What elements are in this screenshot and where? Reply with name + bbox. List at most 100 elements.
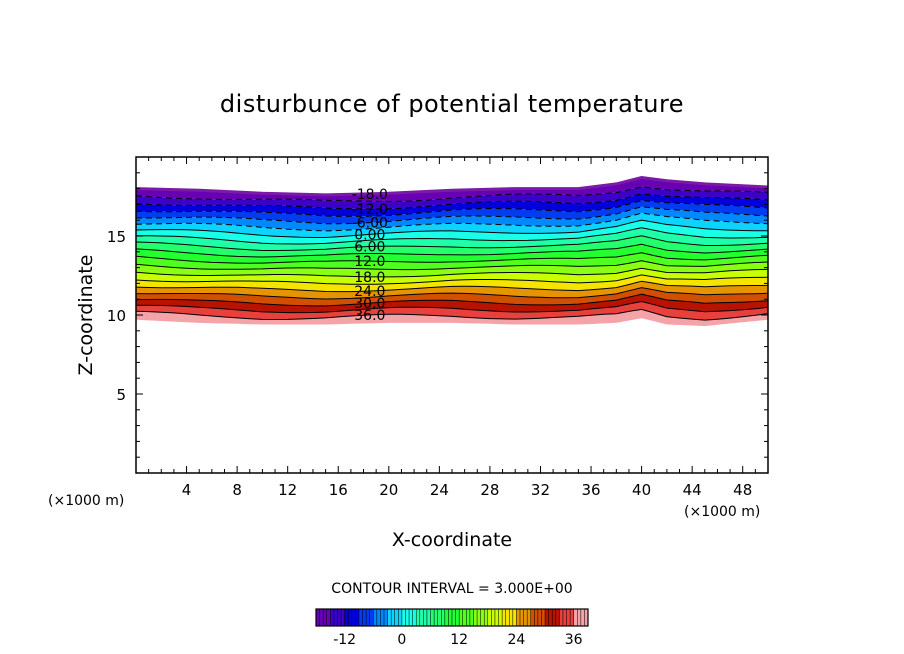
chart-title: disturbunce of potential temperature: [220, 90, 684, 118]
contour-band: [136, 200, 768, 224]
x-tick-label: 40: [632, 481, 651, 499]
colorbar-swatch: [569, 608, 575, 627]
colorbar-swatch: [476, 608, 482, 627]
colorbar-swatch: [577, 608, 582, 627]
colorbar-swatch: [466, 608, 471, 627]
contour-band: [136, 268, 768, 285]
colorbar-swatch: [405, 608, 410, 627]
x-tick-label: 12: [278, 481, 297, 499]
colorbar-swatch: [559, 608, 564, 627]
x-tick-label: 16: [329, 481, 348, 499]
x-tick-label: 20: [379, 481, 398, 499]
contour-line: [136, 212, 768, 232]
colorbar-swatch: [541, 608, 546, 627]
contour-band: [136, 206, 768, 231]
contour-line: [136, 235, 768, 251]
colorbar-swatch: [562, 608, 567, 627]
colorbar-swatch: [340, 608, 346, 627]
x-tick-label: 8: [232, 481, 242, 499]
colorbar-swatch: [437, 608, 442, 627]
x-tick-label: 4: [182, 481, 192, 499]
colorbar-swatch: [333, 608, 338, 627]
colorbar-frame: [315, 608, 589, 627]
colorbar-tick-label: 12: [450, 632, 468, 648]
y-tick-label: 10: [107, 307, 126, 325]
contour-band: [136, 294, 768, 313]
colorbar-swatch: [516, 608, 521, 627]
colorbar-swatch: [494, 608, 499, 627]
contour-band: [136, 274, 768, 292]
contour-line: [136, 227, 768, 245]
contour-band: [136, 220, 768, 244]
contour-line: [136, 260, 768, 271]
colorbar-swatch: [373, 608, 378, 627]
colorbar-swatch: [376, 608, 381, 627]
colorbar-swatch: [344, 608, 349, 627]
colorbar-swatch: [369, 608, 374, 627]
colorbar-swatch: [523, 608, 528, 627]
colorbar-swatch: [483, 608, 489, 627]
colorbar-swatch: [580, 608, 585, 627]
contour-label: 24.0: [354, 284, 385, 300]
colorbar-swatch: [509, 608, 514, 627]
contour-line: [136, 287, 768, 300]
contour-label: -18.0: [352, 187, 388, 203]
contour-band: [136, 287, 768, 306]
contour-labels: -18.0-12.0-6.000.006.0012.018.024.030.03…: [352, 187, 388, 324]
colorbar-swatch: [337, 608, 342, 627]
contour-line: [136, 252, 768, 264]
colorbar-swatch: [401, 608, 406, 627]
colorbar-swatch: [347, 608, 353, 627]
colorbar-swatch: [419, 608, 424, 627]
x-tick-label: 28: [480, 481, 499, 499]
colorbar-swatch: [534, 608, 539, 627]
colorbar-swatch: [398, 608, 403, 627]
contour-label: 12.0: [354, 254, 385, 270]
contour-label: 36.0: [354, 308, 385, 324]
colorbar-swatch: [512, 608, 517, 627]
colorbar-swatch: [319, 608, 324, 627]
colorbar-swatch: [433, 608, 439, 627]
y-tick-label: 5: [116, 386, 126, 404]
colorbar-swatch: [441, 608, 446, 627]
colorbar-swatch: [362, 608, 367, 627]
colorbar-swatch: [358, 608, 363, 627]
colorbar-swatch: [380, 608, 385, 627]
y-axis-label: Z-coordinate: [75, 255, 97, 376]
contour-line: [136, 280, 768, 293]
colorbar-swatch: [355, 608, 360, 627]
contour-label: 0.00: [354, 227, 385, 243]
colorbar-swatch: [548, 608, 553, 627]
colorbar-swatch: [408, 608, 414, 627]
x-tick-label: 32: [531, 481, 550, 499]
colorbar-swatch: [537, 608, 542, 627]
contour-label: 6.00: [354, 239, 385, 255]
colorbar-swatch: [501, 608, 507, 627]
contour-line: [136, 193, 768, 210]
colorbar: -12 0 12 24 36: [315, 608, 589, 648]
contour-line: [136, 206, 768, 225]
contour-line: [136, 274, 768, 285]
contour-line: [136, 267, 768, 278]
colorbar-swatch: [330, 608, 335, 627]
colorbar-swatch: [505, 608, 510, 627]
colorbar-swatch: [412, 608, 417, 627]
colorbar-swatch: [462, 608, 467, 627]
x-tick-label: 48: [733, 481, 752, 499]
contour-label: 30.0: [354, 296, 385, 312]
colorbar-swatch: [458, 608, 464, 627]
contour-band: [136, 301, 768, 321]
top-boundary: [136, 175, 768, 197]
contour-band: [136, 309, 768, 327]
colorbar-swatch: [469, 608, 474, 627]
colorbar-swatch: [326, 608, 331, 627]
colorbar-swatch: [444, 608, 449, 627]
contour-label: -12.0: [352, 202, 388, 218]
contour-band: [136, 213, 768, 238]
contour-band: [136, 193, 768, 217]
contour-label: 18.0: [354, 270, 385, 286]
contour-line: [136, 243, 768, 258]
colorbar-swatch: [365, 608, 371, 627]
colorbar-swatch: [526, 608, 532, 627]
